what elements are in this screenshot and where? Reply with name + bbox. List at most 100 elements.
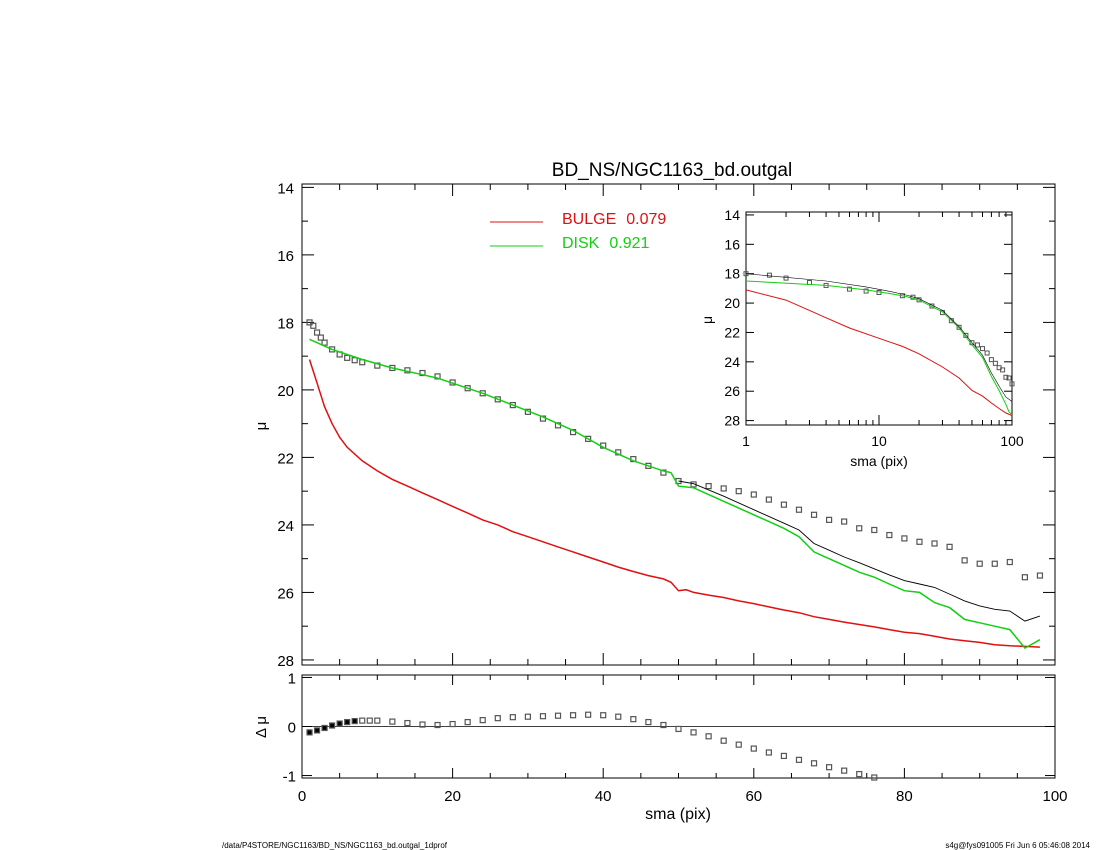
inset-y-tick-label: 18 [724,266,740,282]
inset-bulge-disk-line [745,273,1013,402]
inset-y-tick-label: 24 [724,354,740,370]
inset-observed-point [1009,381,1015,387]
residual-point [344,718,351,726]
residual-point [374,717,381,724]
inset-disk-line [745,280,1013,416]
main-observed-point [916,538,923,545]
residual-point [449,720,456,728]
main-observed-point [306,319,313,326]
main-observed-point [317,334,324,341]
inset-observed-point [992,360,998,366]
inset-observed-point [956,324,962,330]
residual-y-tick-label: -1 [283,769,296,786]
residual-point [524,713,532,720]
residual-point [795,756,803,763]
footer-file-path: /data/P4STORE/NGC1163/BD_NS/NGC1163_bd.o… [222,841,448,850]
residual-point [479,717,486,724]
residual-point [464,718,471,726]
residual-y-tick-label: 0 [288,720,296,737]
inset-plot-frame [745,211,1013,426]
residual-point [675,725,682,733]
residual-point [366,717,373,724]
residual-point [705,733,712,740]
inset-ticks: 14 16 18 20 22 24 26 281 10 100 [724,207,1023,449]
main-observed-point [901,535,908,542]
main-observed-point [961,557,968,564]
main-observed-point [660,469,667,476]
main-observed-point [795,506,803,513]
main-y-tick-label: 22 [277,450,294,467]
main-observed-point [1006,558,1013,566]
main-series-group [306,319,1044,650]
residual-point [554,712,562,719]
inset-y-tick-label: 20 [724,295,740,311]
inset-observed-point [910,294,916,300]
residual-point [509,714,516,721]
main-y-tick-label: 28 [277,653,294,670]
inset-observed-point [988,357,994,363]
inset-y-tick-label: 22 [724,324,740,340]
main-observed-point [886,531,893,539]
main-observed-point [494,396,501,403]
main-observed-point [810,511,818,518]
residual-point [419,721,426,728]
inset-observed-point [846,286,852,292]
residual-point [871,774,878,781]
inset-observed-point [1000,367,1006,373]
main-observed-point [946,543,953,550]
residual-x-tick-label: 40 [595,788,612,805]
inset-observed-point [1006,375,1012,381]
residual-point [720,737,727,744]
main-observed-point [464,385,471,392]
legend: BULGE 0.079 DISK 0.921 [490,211,666,252]
main-observed-point [750,491,757,498]
main-observed-point [991,560,998,567]
residual-x-tick-label: 80 [896,788,913,805]
main-y-tick-label: 18 [277,315,294,332]
legend-bulge-value: 0.079 [626,211,666,228]
inset-x-tick-label: 10 [871,433,887,449]
main-observed-point [765,496,772,503]
main-observed-point [735,488,742,495]
legend-disk-name: DISK [562,235,600,252]
inset-observed-point [1003,374,1009,380]
residual-point [313,727,321,734]
main-y-tick-label: 14 [277,180,294,197]
legend-bulge-name: BULGE [562,211,616,228]
residual-series-group [306,711,878,781]
residual-point [404,719,411,727]
residual-point [321,724,328,732]
main-disk-line [309,338,1041,650]
residual-y-axis-label: Δ μ [253,716,270,738]
inset-log-plot: 14 16 18 20 22 24 26 281 10 100 μ sma (pix) [699,207,1024,469]
main-observed-point [351,357,358,364]
inset-x-tick-label: 100 [1000,433,1024,449]
residual-point [825,764,833,771]
residual-point [856,770,863,778]
residual-point [306,729,313,736]
residual-point [810,760,818,767]
residual-point [690,729,697,736]
residual-point [336,720,343,727]
residual-y-tick-label: 1 [288,670,296,687]
inset-observed-point [766,272,772,278]
inset-y-axis-label: μ [699,316,715,324]
residual-point [780,752,788,760]
residual-point [765,749,772,756]
residual-x-tick-label: 20 [444,788,461,805]
residual-point [569,712,577,719]
main-observed-point [976,560,983,567]
inset-observed-point [984,350,990,356]
main-observed-point [780,501,788,508]
inset-observed-point [783,275,789,281]
main-observed-point [645,462,652,469]
inset-x-tick-label: 1 [742,433,750,449]
inset-x-axis-label: sma (pix) [850,453,908,469]
main-y-tick-label: 20 [277,383,294,400]
main-y-tick-label: 26 [277,585,294,602]
main-y-tick-label: 16 [277,248,294,265]
residual-point [615,713,622,720]
residual-point [600,712,607,719]
